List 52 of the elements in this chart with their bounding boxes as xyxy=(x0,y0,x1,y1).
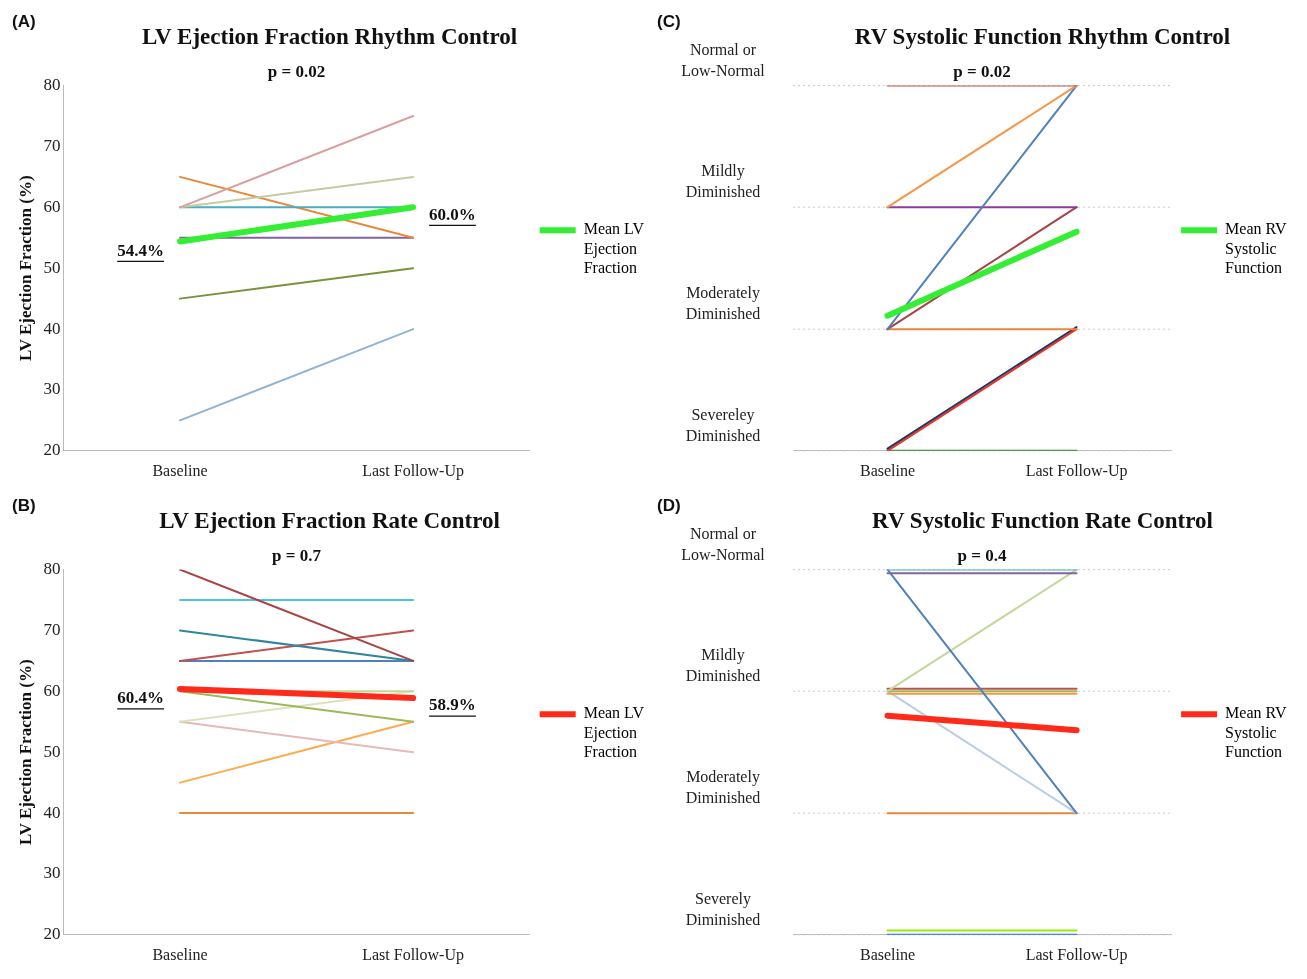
chart-title: LV Ejection Fraction Rate Control xyxy=(159,507,500,533)
y-tick-label: 80 xyxy=(43,559,61,579)
text: (D) xyxy=(657,496,681,516)
text: (C) xyxy=(657,12,681,32)
x-tick-label: Last Follow-Up xyxy=(362,945,464,964)
chart-title: LV Ejection Fraction Rhythm Control xyxy=(141,23,518,49)
ref-line-label: Moderately Diminished xyxy=(685,284,761,323)
text: p = 0.02 xyxy=(267,62,326,82)
y-tick-label: 50 xyxy=(43,257,61,277)
text: (B) xyxy=(12,496,36,516)
text: p = 0.4 xyxy=(957,546,1007,566)
text: p = 0.7 xyxy=(272,546,322,566)
ref-line-label: Severely Diminished xyxy=(685,890,761,928)
x-tick-label: Last Follow-Up xyxy=(1025,945,1128,964)
ref-line-label: Moderately Diminished xyxy=(685,768,761,807)
y-tick-label: 40 xyxy=(43,802,61,822)
y-tick-label: 20 xyxy=(43,924,61,944)
data-label: 54.4% xyxy=(117,240,164,260)
ref-line-label: Normal or Low-Normal xyxy=(681,524,766,563)
ref-line-label: Severeley Diminished xyxy=(685,406,761,444)
y-tick-label: 30 xyxy=(43,863,61,883)
ref-line-label: Mildly Diminished xyxy=(685,162,761,201)
y-axis-title: LV Ejection Fraction (%) xyxy=(15,175,35,361)
y-tick-label: 20 xyxy=(43,440,61,460)
y-tick-label: 70 xyxy=(43,619,61,639)
legend-label: Mean RV Systolic Function xyxy=(1225,220,1287,276)
legend-label: Mean LV Ejection Fraction xyxy=(583,704,645,760)
ref-line-label: Normal or Low-Normal xyxy=(681,40,766,79)
data-label: 60.4% xyxy=(117,688,164,708)
x-tick-label: Baseline xyxy=(152,945,208,963)
y-tick-label: 30 xyxy=(43,379,61,399)
text: p = 0.02 xyxy=(953,62,1011,82)
chart-title: RV Systolic Function Rhythm Control xyxy=(854,23,1231,49)
y-axis-title: LV Ejection Fraction (%) xyxy=(15,659,35,845)
chart-title: RV Systolic Function Rate Control xyxy=(872,507,1213,533)
y-tick-label: 40 xyxy=(43,318,61,338)
data-label: 60.0% xyxy=(429,204,476,224)
y-tick-label: 80 xyxy=(43,75,61,95)
y-tick-label: 70 xyxy=(43,135,61,155)
data-label: 58.9% xyxy=(429,695,476,715)
text: (A) xyxy=(12,12,36,32)
legend-label: Mean RV Systolic Function xyxy=(1225,704,1287,760)
x-tick-label: Last Follow-Up xyxy=(362,461,464,480)
x-tick-label: Baseline xyxy=(859,945,916,963)
ref-line-label: Mildly Diminished xyxy=(685,646,761,685)
legend-label: Mean LV Ejection Fraction xyxy=(583,220,645,276)
y-tick-label: 60 xyxy=(43,196,61,216)
y-tick-label: 50 xyxy=(43,741,61,761)
x-tick-label: Last Follow-Up xyxy=(1025,461,1128,480)
x-tick-label: Baseline xyxy=(859,461,916,479)
y-tick-label: 60 xyxy=(43,680,61,700)
x-tick-label: Baseline xyxy=(152,461,208,479)
